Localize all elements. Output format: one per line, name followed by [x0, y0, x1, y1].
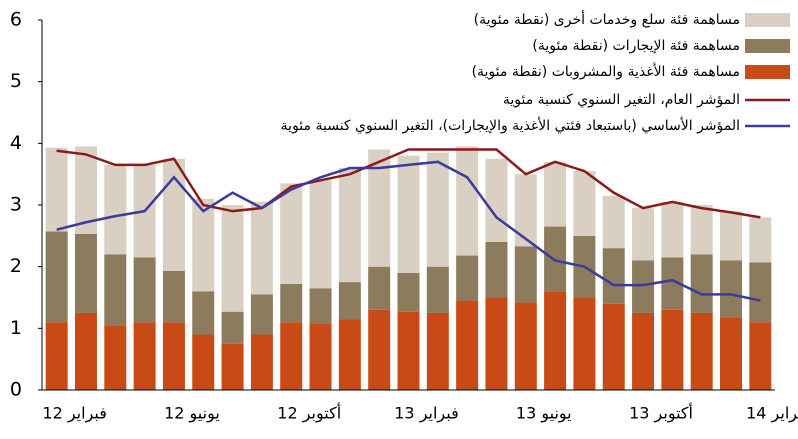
bar [720, 317, 743, 390]
bar [749, 262, 772, 323]
bar [45, 147, 68, 232]
bar [162, 322, 185, 390]
bar [661, 309, 684, 390]
bar [514, 174, 537, 247]
x-tick-label: فبراير 13 [394, 404, 458, 424]
bar [426, 266, 449, 313]
bar [280, 283, 303, 323]
bar [74, 233, 97, 313]
bar [573, 297, 596, 390]
legend-swatch [745, 39, 790, 53]
y-tick-label: 6 [10, 9, 22, 31]
bar [309, 180, 332, 289]
y-tick-label: 3 [10, 194, 22, 216]
bar [338, 282, 361, 320]
bar [690, 254, 713, 313]
bar [456, 255, 479, 301]
bar [192, 198, 215, 292]
bar [280, 322, 303, 390]
bar [133, 322, 156, 390]
bar [426, 312, 449, 390]
bar [632, 312, 655, 390]
x-tick-label: أكتوبر 13 [629, 403, 693, 424]
bar [250, 201, 273, 295]
bar [397, 311, 420, 390]
bar [573, 171, 596, 236]
bar [514, 246, 537, 303]
bar [309, 324, 332, 390]
bar [632, 260, 655, 313]
bar [720, 211, 743, 261]
bar [661, 201, 684, 258]
bar [104, 325, 127, 390]
bar [338, 168, 361, 283]
y-tick-label: 1 [10, 317, 22, 339]
bar [690, 205, 713, 255]
bar [221, 311, 244, 344]
legend-label: المؤشر الأساسي (باستبعاد فئتي الأغذية وا… [281, 116, 740, 134]
legend-swatch [745, 13, 790, 27]
bar [368, 309, 391, 390]
y-tick-label: 5 [10, 70, 22, 92]
bar [221, 343, 244, 390]
y-tick-label: 2 [10, 255, 22, 277]
bar [221, 205, 244, 312]
bar [514, 302, 537, 390]
line [56, 148, 761, 219]
legend-swatch [745, 65, 790, 79]
bar [162, 270, 185, 323]
bar [720, 260, 743, 318]
x-tick-label: أكتوبر 12 [277, 403, 341, 424]
legend-label: المؤشر العام، التغير السنوي كنسبة مئوية [503, 92, 740, 108]
legend-label: مساهمة فئة الأغذية والمشروبات (نقطة مئوي… [472, 62, 740, 80]
bar [338, 319, 361, 390]
line [56, 160, 761, 302]
bar [162, 158, 185, 271]
bar [192, 291, 215, 335]
x-tick-label: فبراير 12 [42, 404, 106, 424]
bar [602, 248, 625, 304]
y-tick-label: 0 [10, 379, 22, 401]
bar [104, 164, 127, 255]
bar [280, 183, 303, 284]
bar [749, 217, 772, 263]
bar [45, 231, 68, 323]
bar [544, 161, 567, 227]
bar [456, 300, 479, 390]
bar [456, 146, 479, 256]
legend-label: مساهمة فئة الإيجارات (نقطة مئوية) [532, 38, 740, 54]
bar [690, 312, 713, 390]
bar [74, 146, 97, 234]
bar [485, 242, 508, 298]
bar [250, 294, 273, 335]
x-tick-label: يونيو 12 [164, 404, 220, 424]
bar [133, 257, 156, 323]
bar [192, 334, 215, 390]
bar [397, 272, 420, 312]
bar [309, 288, 332, 325]
bar [544, 291, 567, 390]
bar [602, 303, 625, 390]
bar [485, 158, 508, 242]
bar [104, 254, 127, 326]
bar [368, 266, 391, 310]
bar [250, 334, 273, 390]
bar [426, 152, 449, 267]
bar [632, 208, 655, 261]
legend-label: مساهمة فئة سلع وخدمات أخرى (نقطة مئوية) [474, 10, 740, 28]
bar [397, 155, 420, 273]
bar [485, 297, 508, 390]
x-tick-label: يونيو 13 [516, 404, 572, 424]
bar [661, 257, 684, 310]
bar [368, 149, 391, 267]
bar [74, 312, 97, 390]
y-tick-label: 4 [10, 132, 22, 154]
bar [749, 322, 772, 390]
bar [602, 195, 625, 249]
bar [45, 322, 68, 390]
x-tick-label: فبراير 14 [746, 404, 798, 424]
